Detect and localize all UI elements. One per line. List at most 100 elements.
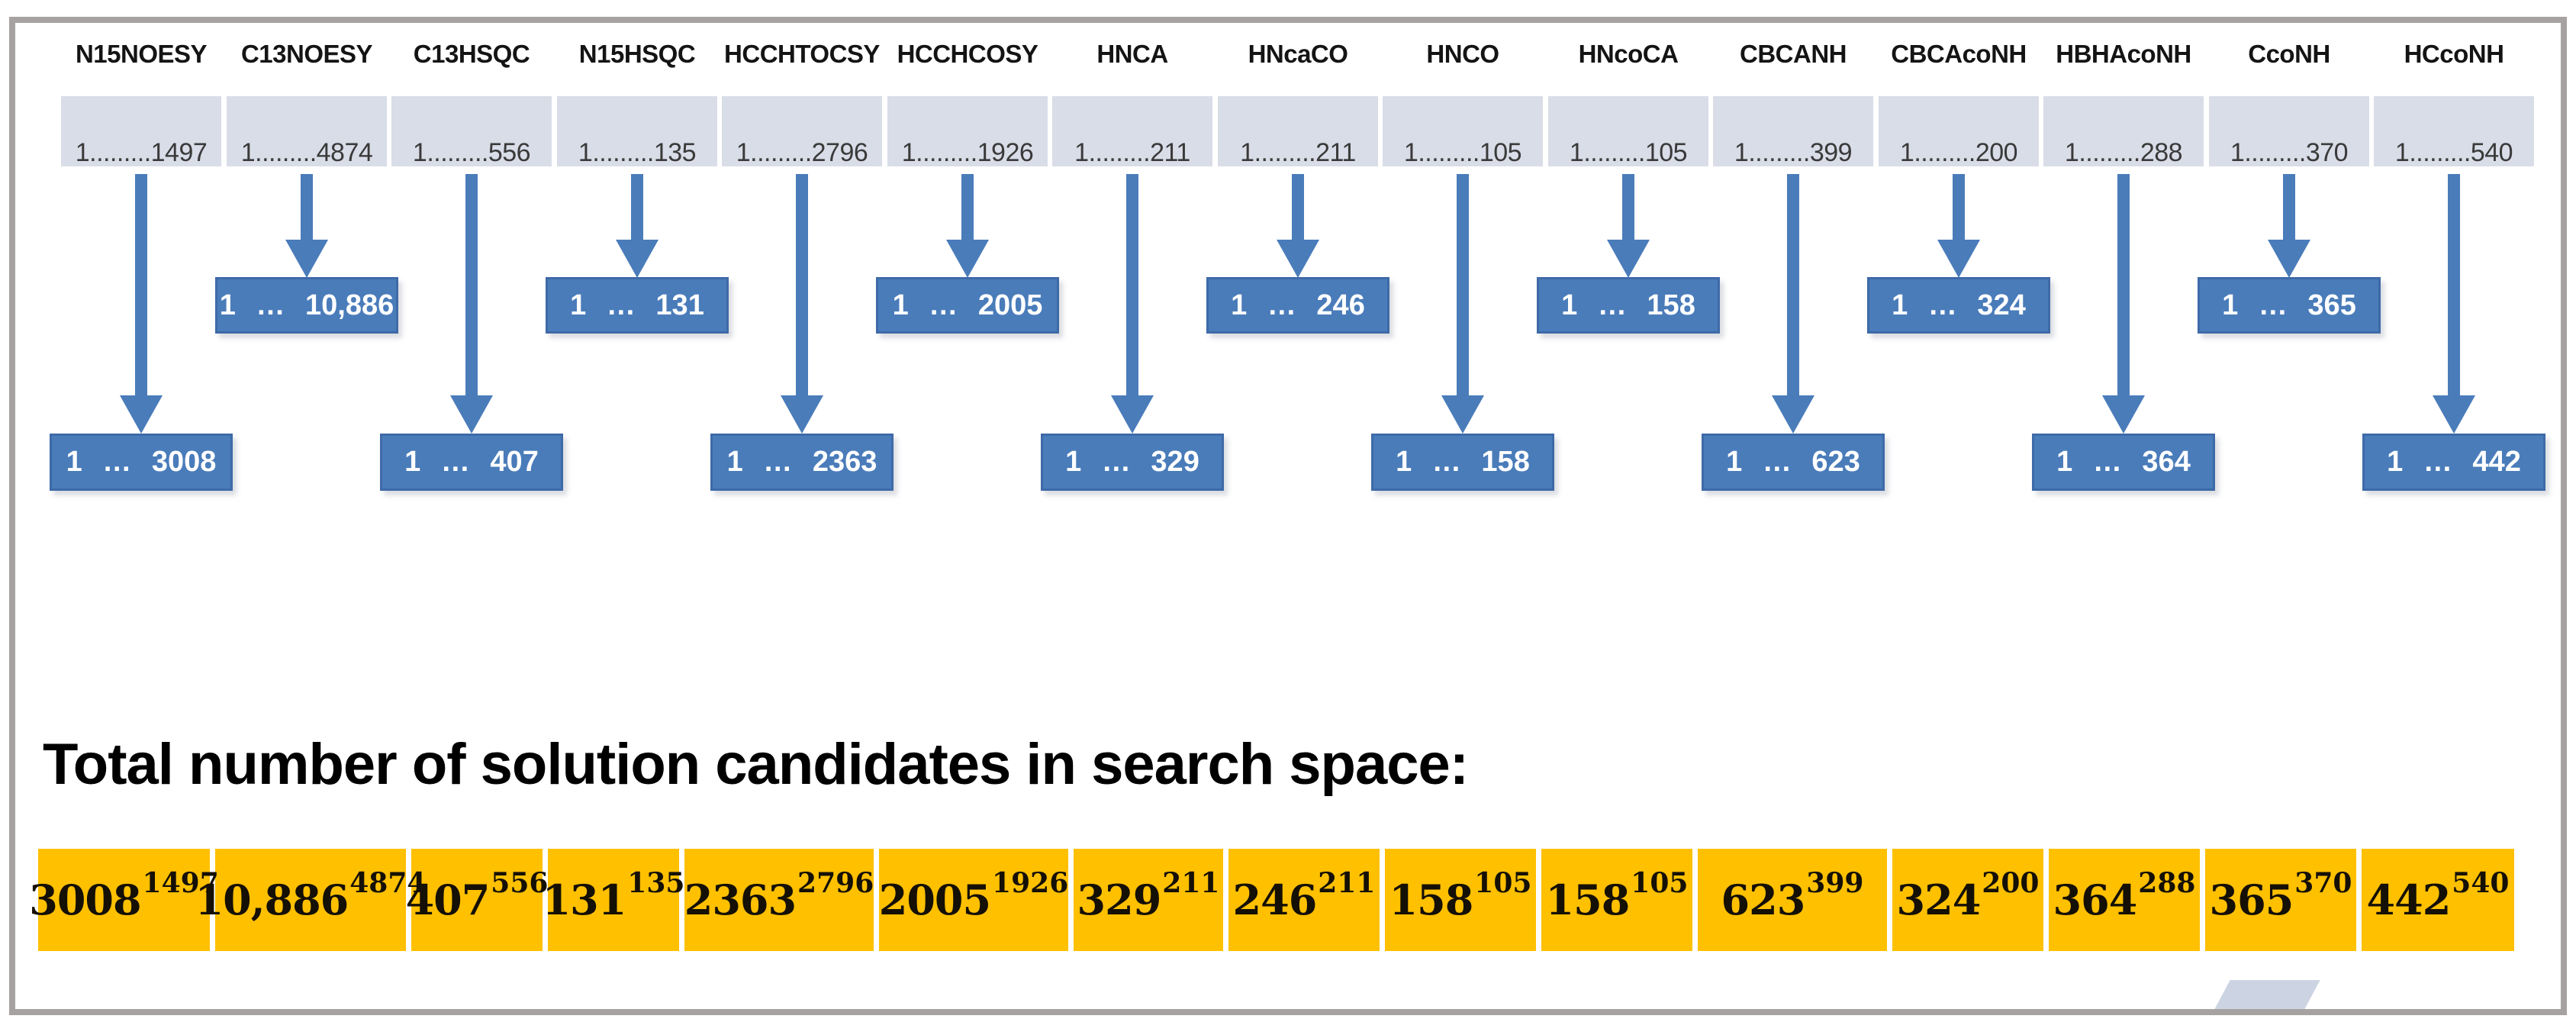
- candidates-range-box: 1 … 246: [1206, 277, 1389, 334]
- experiment-title: HCCHCOSY: [897, 40, 1038, 68]
- peak-count-range: 1.........135: [578, 138, 697, 167]
- total-cell: 2005 1926: [879, 849, 1068, 951]
- down-arrow-icon: [1277, 174, 1319, 278]
- peak-count-range: 1.........4874: [240, 138, 373, 167]
- experiment-column-cbcaconh: CBCAcoNH 1.........200 1 … 324: [1867, 0, 2050, 550]
- peak-count-range: 1.........2796: [736, 138, 868, 167]
- experiment-title: HBHAcoNH: [2056, 40, 2191, 68]
- total-cell: 10,886 4874: [195, 849, 426, 951]
- total-exponent: 105: [1474, 867, 1532, 899]
- peak-count-box: 1.........370: [2209, 96, 2369, 166]
- experiment-title: HCCHTOCSY: [724, 40, 880, 68]
- total-base: 3008: [29, 875, 141, 924]
- candidates-range-box: 1 … 329: [1041, 434, 1224, 491]
- down-arrow-icon: [1111, 174, 1154, 434]
- candidates-range-label: 1 … 158: [1561, 289, 1695, 321]
- candidates-range-box: 1 … 364: [2032, 434, 2215, 491]
- down-arrow-icon: [1937, 174, 1980, 278]
- down-arrow-icon: [1441, 174, 1484, 434]
- total-base: 158: [1389, 875, 1474, 924]
- total-cell: 364 288: [2049, 849, 2200, 951]
- candidates-range-box: 1 … 158: [1371, 434, 1554, 491]
- experiment-column-hncaco: HNcaCO 1.........211 1 … 246: [1206, 0, 1389, 550]
- total-exponent: 105: [1631, 867, 1689, 899]
- section-heading: Total number of solution candidates in s…: [43, 732, 1469, 797]
- total-base: 407: [405, 875, 491, 924]
- experiment-title: C13HSQC: [413, 40, 530, 68]
- total-base: 246: [1232, 875, 1318, 924]
- experiment-column-cbcanh: CBCANH 1.........399 1 … 623: [1702, 0, 1885, 550]
- peak-count-box: 1.........211: [1052, 96, 1212, 166]
- total-exponent: 4874: [349, 867, 427, 899]
- total-exponent: 2796: [797, 867, 874, 899]
- experiment-column-hcchcosy: HCCHCOSY 1.........1926 1 … 2005: [876, 0, 1059, 550]
- candidates-range-box: 1 … 324: [1867, 277, 2050, 334]
- candidates-range-label: 1 … 246: [1231, 289, 1365, 321]
- total-exponent: 135: [627, 867, 685, 899]
- candidates-range-box: 1 … 158: [1537, 277, 1720, 334]
- total-cell: 324 200: [1892, 849, 2043, 951]
- peak-count-box: 1.........540: [2374, 96, 2534, 166]
- candidates-range-label: 1 … 329: [1065, 446, 1199, 478]
- candidates-range-box: 1 … 407: [380, 434, 563, 491]
- experiment-column-hnca: HNCA 1.........211 1 … 329: [1041, 0, 1224, 550]
- peak-count-range: 1.........1926: [901, 138, 1034, 167]
- experiment-title: HNcoCA: [1578, 40, 1679, 68]
- peak-count-range: 1.........399: [1734, 138, 1853, 167]
- total-base: 442: [2366, 875, 2452, 924]
- total-base: 131: [542, 875, 627, 924]
- total-base: 10,886: [195, 875, 349, 924]
- experiment-column-n15hsqc: N15HSQC 1.........135 1 … 131: [546, 0, 729, 550]
- candidates-range-label: 1 … 158: [1396, 446, 1530, 478]
- candidates-range-label: 1 … 364: [2056, 446, 2191, 478]
- peak-count-box: 1.........1497: [61, 96, 221, 166]
- experiment-title: HNCO: [1426, 40, 1499, 68]
- candidates-range-label: 1 … 131: [570, 289, 704, 321]
- down-arrow-icon: [946, 174, 989, 278]
- total-base: 158: [1545, 875, 1631, 924]
- candidates-range-box: 1 … 442: [2362, 434, 2545, 491]
- down-arrow-icon: [2433, 174, 2475, 434]
- experiment-title: HCcoNH: [2404, 40, 2504, 68]
- total-cell: 407 556: [406, 849, 548, 951]
- peak-count-range: 1.........288: [2064, 138, 2183, 167]
- total-exponent: 556: [491, 867, 549, 899]
- candidates-range-box: 1 … 2363: [710, 434, 894, 491]
- down-arrow-icon: [120, 174, 163, 434]
- candidates-range-box: 1 … 3008: [50, 434, 233, 491]
- candidates-range-label: 1 … 324: [1892, 289, 2026, 321]
- peak-count-box: 1.........105: [1383, 96, 1543, 166]
- peak-count-range: 1.........211: [1240, 138, 1356, 167]
- down-arrow-icon: [1772, 174, 1814, 434]
- total-cell: 365 370: [2205, 849, 2356, 951]
- peak-count-range: 1.........1497: [75, 138, 208, 167]
- peak-count-range: 1.........105: [1403, 138, 1522, 167]
- candidates-range-box: 1 … 2005: [876, 277, 1059, 334]
- total-base: 623: [1721, 875, 1806, 924]
- peak-count-range: 1.........211: [1074, 138, 1190, 167]
- peak-count-box: 1.........556: [391, 96, 552, 166]
- total-base: 364: [2053, 875, 2138, 924]
- experiment-title: HNcaCO: [1248, 40, 1348, 68]
- candidates-range-box: 1 … 10,886: [215, 277, 398, 334]
- experiment-column-hcchtocsy: HCCHTOCSY 1.........2796 1 … 2363: [710, 0, 894, 550]
- experiment-column-n15noesy: N15NOESY 1.........1497 1 … 3008: [50, 0, 233, 550]
- candidates-range-box: 1 … 623: [1702, 434, 1885, 491]
- total-exponent: 200: [1982, 867, 2040, 899]
- total-exponent: 1497: [142, 867, 219, 899]
- down-arrow-icon: [781, 174, 823, 434]
- peak-count-box: 1.........211: [1218, 96, 1378, 166]
- down-arrow-icon: [2102, 174, 2145, 434]
- peak-count-box: 1.........288: [2043, 96, 2204, 166]
- experiment-title: CcoNH: [2248, 40, 2330, 68]
- total-cell: 623 399: [1698, 849, 1887, 951]
- candidates-range-label: 1 … 2005: [892, 289, 1043, 321]
- total-base: 329: [1077, 875, 1162, 924]
- candidates-range-label: 1 … 2363: [726, 446, 877, 478]
- total-cell: 158 105: [1385, 849, 1536, 951]
- candidates-range-label: 1 … 3008: [66, 446, 217, 478]
- total-exponent: 211: [1162, 867, 1220, 899]
- total-base: 324: [1896, 875, 1982, 924]
- candidates-range-box: 1 … 131: [546, 277, 729, 334]
- candidates-range-label: 1 … 365: [2222, 289, 2356, 321]
